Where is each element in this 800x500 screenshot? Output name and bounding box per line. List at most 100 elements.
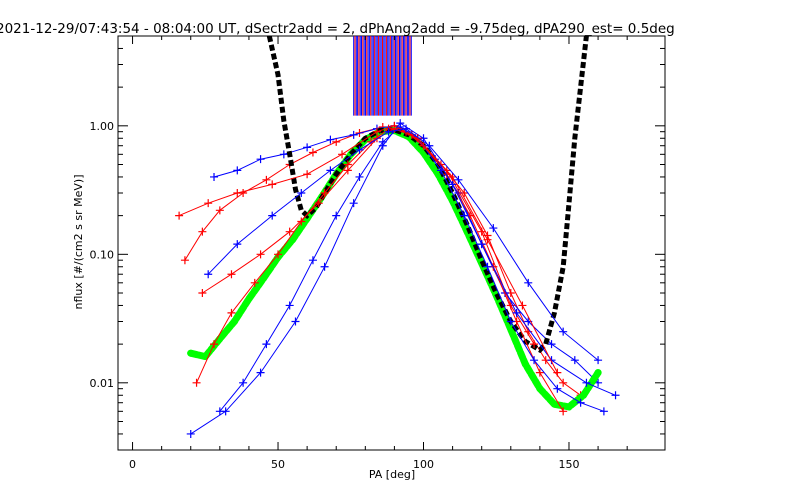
top-ticks-layer xyxy=(353,36,412,116)
y-axis-label: nflux [#/(cm2 s sr MeV)] xyxy=(72,175,85,310)
series-point xyxy=(308,256,317,265)
series-point xyxy=(425,141,434,150)
series-point xyxy=(402,124,411,133)
series-point xyxy=(355,172,364,181)
series-point xyxy=(268,211,277,220)
series-point xyxy=(198,288,207,297)
series-blue-9 xyxy=(204,124,603,365)
series-point xyxy=(233,166,242,175)
series-point xyxy=(308,148,317,157)
series-point xyxy=(279,150,288,159)
series-black-3 xyxy=(266,36,589,354)
series-point xyxy=(553,384,562,393)
series-point xyxy=(326,166,335,175)
series-point xyxy=(274,250,283,259)
series-point xyxy=(343,166,352,175)
series-point xyxy=(227,308,236,317)
series-point xyxy=(332,211,341,220)
y-tick-label: 1.00 xyxy=(90,120,115,133)
series-point xyxy=(303,143,312,152)
y-tick-label: 0.01 xyxy=(90,377,115,390)
series-point xyxy=(396,119,405,128)
series-point xyxy=(390,124,399,133)
series-point xyxy=(413,134,422,143)
series-point xyxy=(227,270,236,279)
series-point xyxy=(547,356,556,365)
series-point xyxy=(559,378,568,387)
series-point xyxy=(349,130,358,139)
series-point xyxy=(448,172,457,181)
series-point xyxy=(186,429,195,438)
series-point xyxy=(233,240,242,249)
series-point xyxy=(477,240,486,249)
series-point xyxy=(239,378,248,387)
series-point xyxy=(506,301,515,310)
series-point xyxy=(192,378,201,387)
series-point xyxy=(530,356,539,365)
series-point xyxy=(483,235,492,244)
series-point xyxy=(262,340,271,349)
series-layer xyxy=(175,36,620,438)
series-point xyxy=(582,378,591,387)
series-point xyxy=(285,301,294,310)
series-point xyxy=(547,340,556,349)
series-point xyxy=(599,407,608,416)
series-point xyxy=(256,155,265,164)
series-point xyxy=(553,368,562,377)
series-line xyxy=(213,125,599,384)
series-point xyxy=(233,189,242,198)
series-point xyxy=(384,127,393,136)
series-point xyxy=(221,407,230,416)
axes-layer: 0 50 100 150 0.01 0.10 1.00 xyxy=(90,35,665,471)
series-point xyxy=(245,295,253,303)
series-point xyxy=(349,199,358,208)
series-point xyxy=(355,145,364,154)
x-axis-label: PA [deg] xyxy=(369,468,415,481)
series-point xyxy=(460,211,469,220)
series-point xyxy=(175,211,184,220)
series-point xyxy=(285,227,294,236)
series-point xyxy=(506,317,515,326)
series-point xyxy=(289,236,297,244)
series-point xyxy=(268,180,277,189)
series-point xyxy=(536,385,544,393)
series-point xyxy=(512,308,521,317)
series-point xyxy=(187,349,195,357)
series-red-8 xyxy=(198,124,562,377)
series-point xyxy=(259,274,267,282)
series-point xyxy=(559,327,568,336)
series-point xyxy=(454,175,463,184)
series-point xyxy=(204,199,213,208)
series-point xyxy=(378,141,387,150)
series-point xyxy=(483,262,492,271)
x-tick-label: 0 xyxy=(129,458,136,471)
series-point xyxy=(250,278,259,287)
series-blue-7 xyxy=(186,119,620,438)
series-point xyxy=(594,356,603,365)
series-line xyxy=(266,36,589,354)
series-point xyxy=(230,318,238,326)
series-point xyxy=(550,400,558,408)
x-tick-label: 100 xyxy=(413,458,434,471)
series-point xyxy=(576,398,585,407)
series-line xyxy=(207,128,599,361)
series-point xyxy=(180,256,189,265)
series-point xyxy=(303,170,312,179)
series-green-2 xyxy=(187,126,602,411)
series-point xyxy=(570,356,579,365)
series-point xyxy=(198,227,207,236)
series-point xyxy=(565,403,573,411)
series-point xyxy=(256,250,265,259)
series-line xyxy=(219,126,605,412)
series-point xyxy=(530,340,539,349)
series-point xyxy=(297,217,306,226)
series-blue-5 xyxy=(215,122,608,416)
series-point xyxy=(559,407,568,416)
series-point xyxy=(535,368,544,377)
series-point xyxy=(210,172,219,181)
series-point xyxy=(326,135,335,144)
series-point xyxy=(524,278,533,287)
series-point xyxy=(320,262,329,271)
series-point xyxy=(521,360,529,368)
